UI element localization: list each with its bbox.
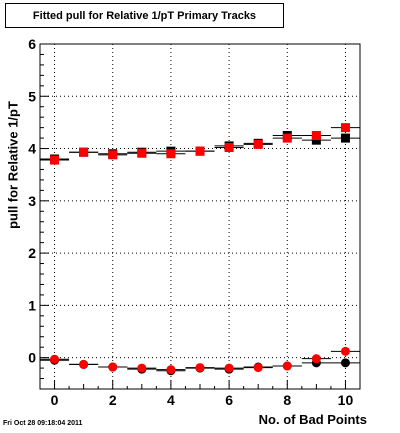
circle-marker (311, 354, 321, 364)
timestamp: Fri Oct 28 09:18:04 2011 (3, 420, 83, 427)
x-tick-label: 4 (167, 392, 175, 408)
square-marker (340, 123, 350, 133)
x-tick-label: 8 (283, 392, 291, 408)
x-tick-label: 0 (51, 392, 59, 408)
circle-marker (79, 359, 89, 369)
square-marker (253, 139, 263, 149)
circle-marker (137, 363, 147, 373)
circle-marker (340, 346, 350, 356)
y-tick-label: 5 (28, 88, 36, 104)
square-marker (224, 143, 234, 152)
chart-title: Fitted pull for Relative 1/pT Primary Tr… (5, 3, 284, 28)
square-marker (137, 148, 147, 158)
square-marker (79, 147, 89, 157)
circle-marker (166, 365, 176, 375)
y-tick-label: 2 (28, 245, 36, 261)
square-marker (311, 130, 321, 140)
x-tick-label: 6 (225, 392, 233, 408)
y-tick-label: 3 (28, 193, 36, 209)
x-tick-label: 10 (338, 392, 354, 408)
plot-frame (39, 43, 361, 390)
circle-marker (224, 363, 234, 373)
circle-marker (253, 363, 263, 373)
y-tick-label: 6 (28, 36, 36, 52)
square-marker (340, 133, 350, 143)
square-marker (311, 135, 321, 145)
circle-marker (282, 361, 292, 371)
square-marker (282, 133, 292, 143)
circle-marker (340, 358, 350, 368)
x-tick-label: 2 (109, 392, 117, 408)
y-tick-label: 1 (28, 297, 36, 313)
square-marker (50, 155, 60, 165)
x-axis-label: No. of Bad Points (258, 412, 367, 427)
y-tick-label: 0 (28, 350, 36, 366)
y-tick-label: 4 (28, 141, 36, 157)
square-marker (108, 150, 118, 160)
y-axis-label: pull for Relative 1/pT (5, 101, 21, 229)
circle-marker (195, 363, 205, 373)
square-marker (166, 149, 176, 159)
square-marker (195, 146, 205, 156)
circle-marker (108, 362, 118, 372)
circle-marker (50, 354, 60, 364)
y-axis-label-container: pull for Relative 1/pT (6, 101, 21, 229)
